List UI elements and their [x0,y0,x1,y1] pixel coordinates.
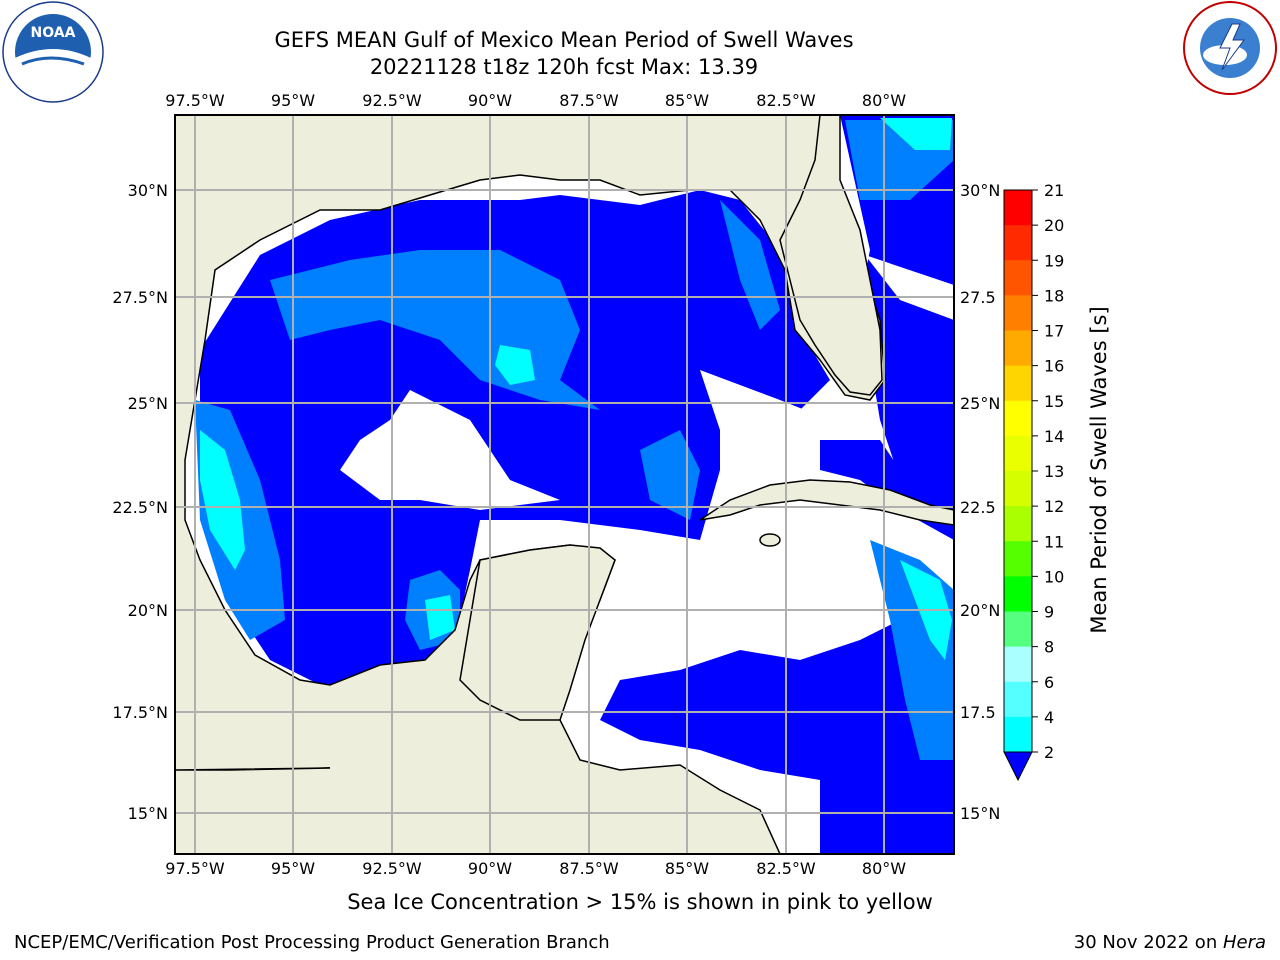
lon-labels-top: 97.5°W 95°W 92.5°W 90°W 87.5°W 85°W 82.5… [165,91,906,110]
noaa-logo-text: NOAA [31,25,76,41]
colorbar-segment [1004,190,1032,226]
colorbar-tick-label: 4 [1044,708,1054,727]
atlantic-cyan [880,118,952,150]
svg-text:80°W: 80°W [862,859,906,878]
colorbar-tick-label: 18 [1044,286,1064,305]
svg-text:80°W: 80°W [862,91,906,110]
svg-text:82.5°W: 82.5°W [756,91,816,110]
lat-labels-left: 30°N 27.5°N 25°N 22.5°N 20°N 17.5°N 15°N [112,181,168,823]
colorbar-label: Mean Period of Swell Waves [s] [1087,306,1111,633]
colorbar-segment [1004,330,1032,367]
colorbar-segment [1004,471,1032,507]
noaa-logo: NOAA [2,1,104,103]
gulf-cyan-south [425,595,455,640]
colorbar-tick-label: 9 [1044,603,1054,622]
colorbar-tick-label: 15 [1044,392,1064,411]
colorbar-segment [1004,611,1032,648]
gulf-cyan-central [495,345,535,385]
colorbar-segment [1004,400,1032,437]
plot-subtitle: 20221128 t18z 120h fcst Max: 13.39 [369,55,759,79]
svg-text:22.5: 22.5 [960,498,996,517]
svg-text:82.5°W: 82.5°W [756,859,816,878]
colorbar-tick-label: 10 [1044,567,1064,586]
svg-text:85°W: 85°W [665,859,709,878]
colorbar-tick-label: 21 [1044,181,1064,200]
svg-text:27.5: 27.5 [960,288,996,307]
svg-text:17.5: 17.5 [960,703,996,722]
svg-text:15°N: 15°N [960,804,1000,823]
colorbar-segment [1004,576,1032,612]
colorbar-segment [1004,260,1032,296]
gulf-mid-blue-east [640,430,700,520]
lat-labels-right: 30°N 27.5 25°N 22.5 20°N 17.5 15°N [960,181,1000,823]
map-gridlines [175,115,954,854]
colorbar-tick-label: 13 [1044,462,1064,481]
colorbar-tick-label: 11 [1044,532,1064,551]
colorbar-tick-label: 19 [1044,251,1064,270]
colorbar-tick-label: 14 [1044,427,1064,446]
footer-organization: NCEP/EMC/Verification Post Processing Pr… [14,932,610,953]
plot-title: GEFS MEAN Gulf of Mexico Mean Period of … [274,28,854,52]
map-area [175,115,954,854]
svg-text:95°W: 95°W [271,91,315,110]
gulf-cyan-west [200,430,245,570]
nws-logo [1183,1,1277,95]
gulf-white-area [340,390,560,510]
colorbar-segment [1004,681,1032,718]
colorbar-segment [1004,646,1032,683]
footer-date-prefix: 30 Nov 2022 on [1073,932,1223,953]
svg-text:25°N: 25°N [128,394,168,413]
colorbar-segment [1004,365,1032,402]
colorbar-tick-label: 2 [1044,743,1054,762]
svg-text:97.5°W: 97.5°W [165,91,225,110]
svg-text:15°N: 15°N [128,804,168,823]
colorbar-segment [1004,541,1032,577]
colorbar-tick-label: 16 [1044,357,1064,376]
colorbar-tick-label: 8 [1044,638,1054,657]
svg-text:92.5°W: 92.5°W [362,91,422,110]
colorbar-segment [1004,435,1032,472]
atlantic-white [865,255,954,320]
colorbar-segment [1004,716,1032,753]
svg-text:97.5°W: 97.5°W [165,859,225,878]
svg-text:90°W: 90°W [468,859,512,878]
svg-text:92.5°W: 92.5°W [362,859,422,878]
svg-text:30°N: 30°N [128,181,168,200]
svg-text:87.5°W: 87.5°W [559,91,619,110]
caribbean-swell-field [600,600,954,854]
svg-text:17.5°N: 17.5°N [112,703,168,722]
svg-text:22.5°N: 22.5°N [112,498,168,517]
svg-text:90°W: 90°W [468,91,512,110]
svg-text:20°N: 20°N [960,601,1000,620]
footer-host: Hera [1222,932,1266,953]
sea-ice-caption: Sea Ice Concentration > 15% is shown in … [347,890,933,914]
svg-text:25°N: 25°N [960,394,1000,413]
lon-labels-bottom: 97.5°W 95°W 92.5°W 90°W 87.5°W 85°W 82.5… [165,859,906,878]
colorbar-tick-label: 17 [1044,322,1064,341]
colorbar-tick-label: 6 [1044,673,1054,692]
svg-text:85°W: 85°W [665,91,709,110]
land-cuba [699,479,954,526]
map-frame [174,114,955,855]
svg-text:30°N: 30°N [960,181,1000,200]
colorbar-tick-label: 12 [1044,497,1064,516]
svg-text:20°N: 20°N [128,601,168,620]
colorbar-tick-label: 20 [1044,216,1064,235]
island-isle-of-youth [759,533,781,547]
footer-date: 30 Nov 2022 on Hera [1074,932,1266,953]
colorbar: 21 20 19 18 17 16 15 14 13 12 11 10 9 8 6 4 2 [1003,181,1064,782]
colorbar-segment [1004,225,1032,261]
land-yucatan [459,544,616,721]
colorbar-segment [1004,295,1032,331]
svg-text:27.5°N: 27.5°N [112,288,168,307]
svg-text:87.5°W: 87.5°W [559,859,619,878]
colorbar-extend-arrow [1003,751,1033,782]
colorbar-segment [1004,506,1032,542]
svg-text:95°W: 95°W [271,859,315,878]
